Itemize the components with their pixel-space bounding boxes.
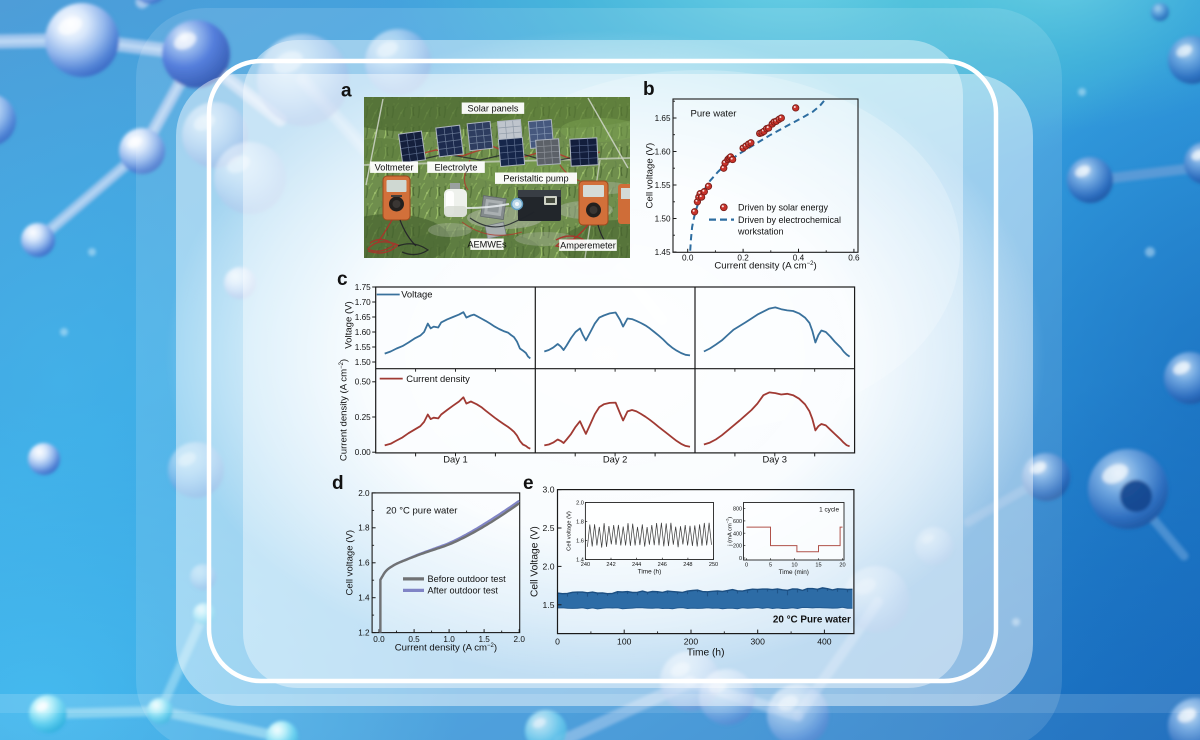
svg-text:1.0: 1.0 (443, 635, 455, 644)
svg-text:1.2: 1.2 (358, 629, 370, 638)
svg-text:a: a (341, 81, 352, 102)
svg-text:Current density (A cm−2): Current density (A cm−2) (339, 359, 350, 461)
svg-text:0.2: 0.2 (737, 254, 749, 263)
svg-text:250: 250 (709, 562, 718, 568)
svg-text:0.5: 0.5 (408, 635, 420, 644)
svg-text:Current density (A cm−2): Current density (A cm−2) (395, 643, 497, 654)
svg-text:1.5: 1.5 (478, 635, 490, 644)
svg-text:Day 2: Day 2 (603, 453, 628, 464)
svg-text:Time (h): Time (h) (687, 648, 725, 659)
svg-text:1.45: 1.45 (655, 248, 671, 257)
svg-text:Driven by electrochemical: Driven by electrochemical (738, 215, 841, 225)
svg-text:0.25: 0.25 (355, 413, 371, 422)
svg-text:Before outdoor test: Before outdoor test (428, 574, 507, 584)
svg-text:20: 20 (839, 562, 845, 568)
svg-text:3.0: 3.0 (543, 485, 555, 495)
svg-text:1.60: 1.60 (655, 147, 671, 156)
svg-text:0.50: 0.50 (355, 378, 371, 387)
svg-text:Voltmeter: Voltmeter (375, 163, 414, 173)
svg-text:Solar panels: Solar panels (467, 104, 518, 114)
svg-text:240: 240 (581, 562, 590, 568)
svg-text:246: 246 (658, 562, 667, 568)
svg-text:workstation: workstation (737, 227, 784, 237)
svg-text:242: 242 (606, 562, 615, 568)
svg-text:Peristaltic pump: Peristaltic pump (503, 174, 568, 184)
svg-text:2.0: 2.0 (514, 635, 526, 644)
svg-text:Time (min): Time (min) (779, 569, 809, 576)
svg-text:0.0: 0.0 (682, 254, 694, 263)
svg-text:Cell Voltage (V): Cell Voltage (V) (530, 526, 541, 597)
svg-text:Voltage: Voltage (401, 289, 432, 300)
svg-text:1.5: 1.5 (543, 600, 555, 610)
svg-text:1.4: 1.4 (358, 594, 370, 603)
svg-text:Cell voltage (V): Cell voltage (V) (345, 530, 356, 596)
svg-text:100: 100 (617, 637, 632, 647)
svg-text:Electrolyte: Electrolyte (435, 163, 478, 173)
svg-text:0.6: 0.6 (848, 254, 860, 263)
svg-text:5: 5 (769, 562, 772, 568)
svg-text:0.00: 0.00 (355, 448, 371, 457)
svg-text:Day 3: Day 3 (763, 453, 788, 464)
svg-text:AEMWEs: AEMWEs (467, 240, 507, 250)
svg-text:1 cycle: 1 cycle (819, 507, 839, 514)
svg-text:2.0: 2.0 (576, 501, 584, 507)
svg-text:0.0: 0.0 (373, 635, 385, 644)
svg-text:1.8: 1.8 (576, 520, 584, 526)
svg-text:1.65: 1.65 (355, 313, 371, 322)
svg-text:300: 300 (751, 637, 766, 647)
svg-text:e: e (523, 473, 534, 494)
svg-text:Current density: Current density (406, 373, 470, 384)
svg-text:1.6: 1.6 (576, 539, 584, 545)
svg-text:Pure water: Pure water (691, 109, 737, 120)
svg-text:0: 0 (555, 637, 560, 647)
svg-text:0.4: 0.4 (793, 254, 805, 263)
svg-text:Voltage (V): Voltage (V) (344, 301, 355, 348)
svg-text:400: 400 (733, 531, 742, 537)
svg-text:1.65: 1.65 (655, 114, 671, 123)
svg-text:Cell voltage (V): Cell voltage (V) (567, 511, 573, 551)
svg-text:2.5: 2.5 (543, 523, 555, 533)
svg-text:1.55: 1.55 (655, 181, 671, 190)
svg-text:1.70: 1.70 (355, 298, 371, 307)
svg-text:20 °C pure water: 20 °C pure water (386, 506, 457, 517)
svg-text:1.60: 1.60 (355, 328, 371, 337)
svg-text:600: 600 (733, 519, 742, 525)
svg-text:2.0: 2.0 (358, 489, 370, 498)
svg-text:Driven by solar energy: Driven by solar energy (738, 203, 829, 213)
svg-text:Amperemeter: Amperemeter (560, 241, 616, 251)
svg-text:b: b (643, 79, 655, 100)
svg-text:800: 800 (733, 507, 742, 513)
svg-text:1.55: 1.55 (355, 343, 371, 352)
svg-text:1.6: 1.6 (358, 559, 370, 568)
svg-text:15: 15 (815, 562, 821, 568)
svg-text:20 °C Pure water: 20 °C Pure water (773, 615, 851, 626)
svg-text:0: 0 (745, 562, 748, 568)
svg-text:j (mA cm−2): j (mA cm−2) (725, 517, 734, 547)
svg-text:200: 200 (684, 637, 699, 647)
svg-text:d: d (332, 473, 344, 494)
svg-text:248: 248 (683, 562, 692, 568)
svg-text:10: 10 (791, 562, 797, 568)
svg-text:Time (h): Time (h) (638, 569, 662, 576)
svg-text:1.50: 1.50 (655, 214, 671, 223)
svg-text:0: 0 (739, 556, 742, 562)
svg-text:Cell voltage (V): Cell voltage (V) (645, 143, 656, 209)
svg-text:c: c (337, 269, 348, 290)
svg-text:1.50: 1.50 (355, 358, 371, 367)
svg-text:Day 1: Day 1 (443, 453, 468, 464)
svg-text:200: 200 (733, 544, 742, 550)
svg-text:Current density (A cm−2): Current density (A cm−2) (714, 261, 816, 272)
svg-text:400: 400 (817, 637, 832, 647)
svg-text:1.75: 1.75 (355, 283, 371, 292)
svg-text:After outdoor test: After outdoor test (428, 586, 499, 596)
svg-text:244: 244 (632, 562, 641, 568)
svg-text:1.8: 1.8 (358, 524, 370, 533)
svg-text:2.0: 2.0 (543, 561, 555, 571)
svg-text:1.4: 1.4 (576, 558, 584, 564)
